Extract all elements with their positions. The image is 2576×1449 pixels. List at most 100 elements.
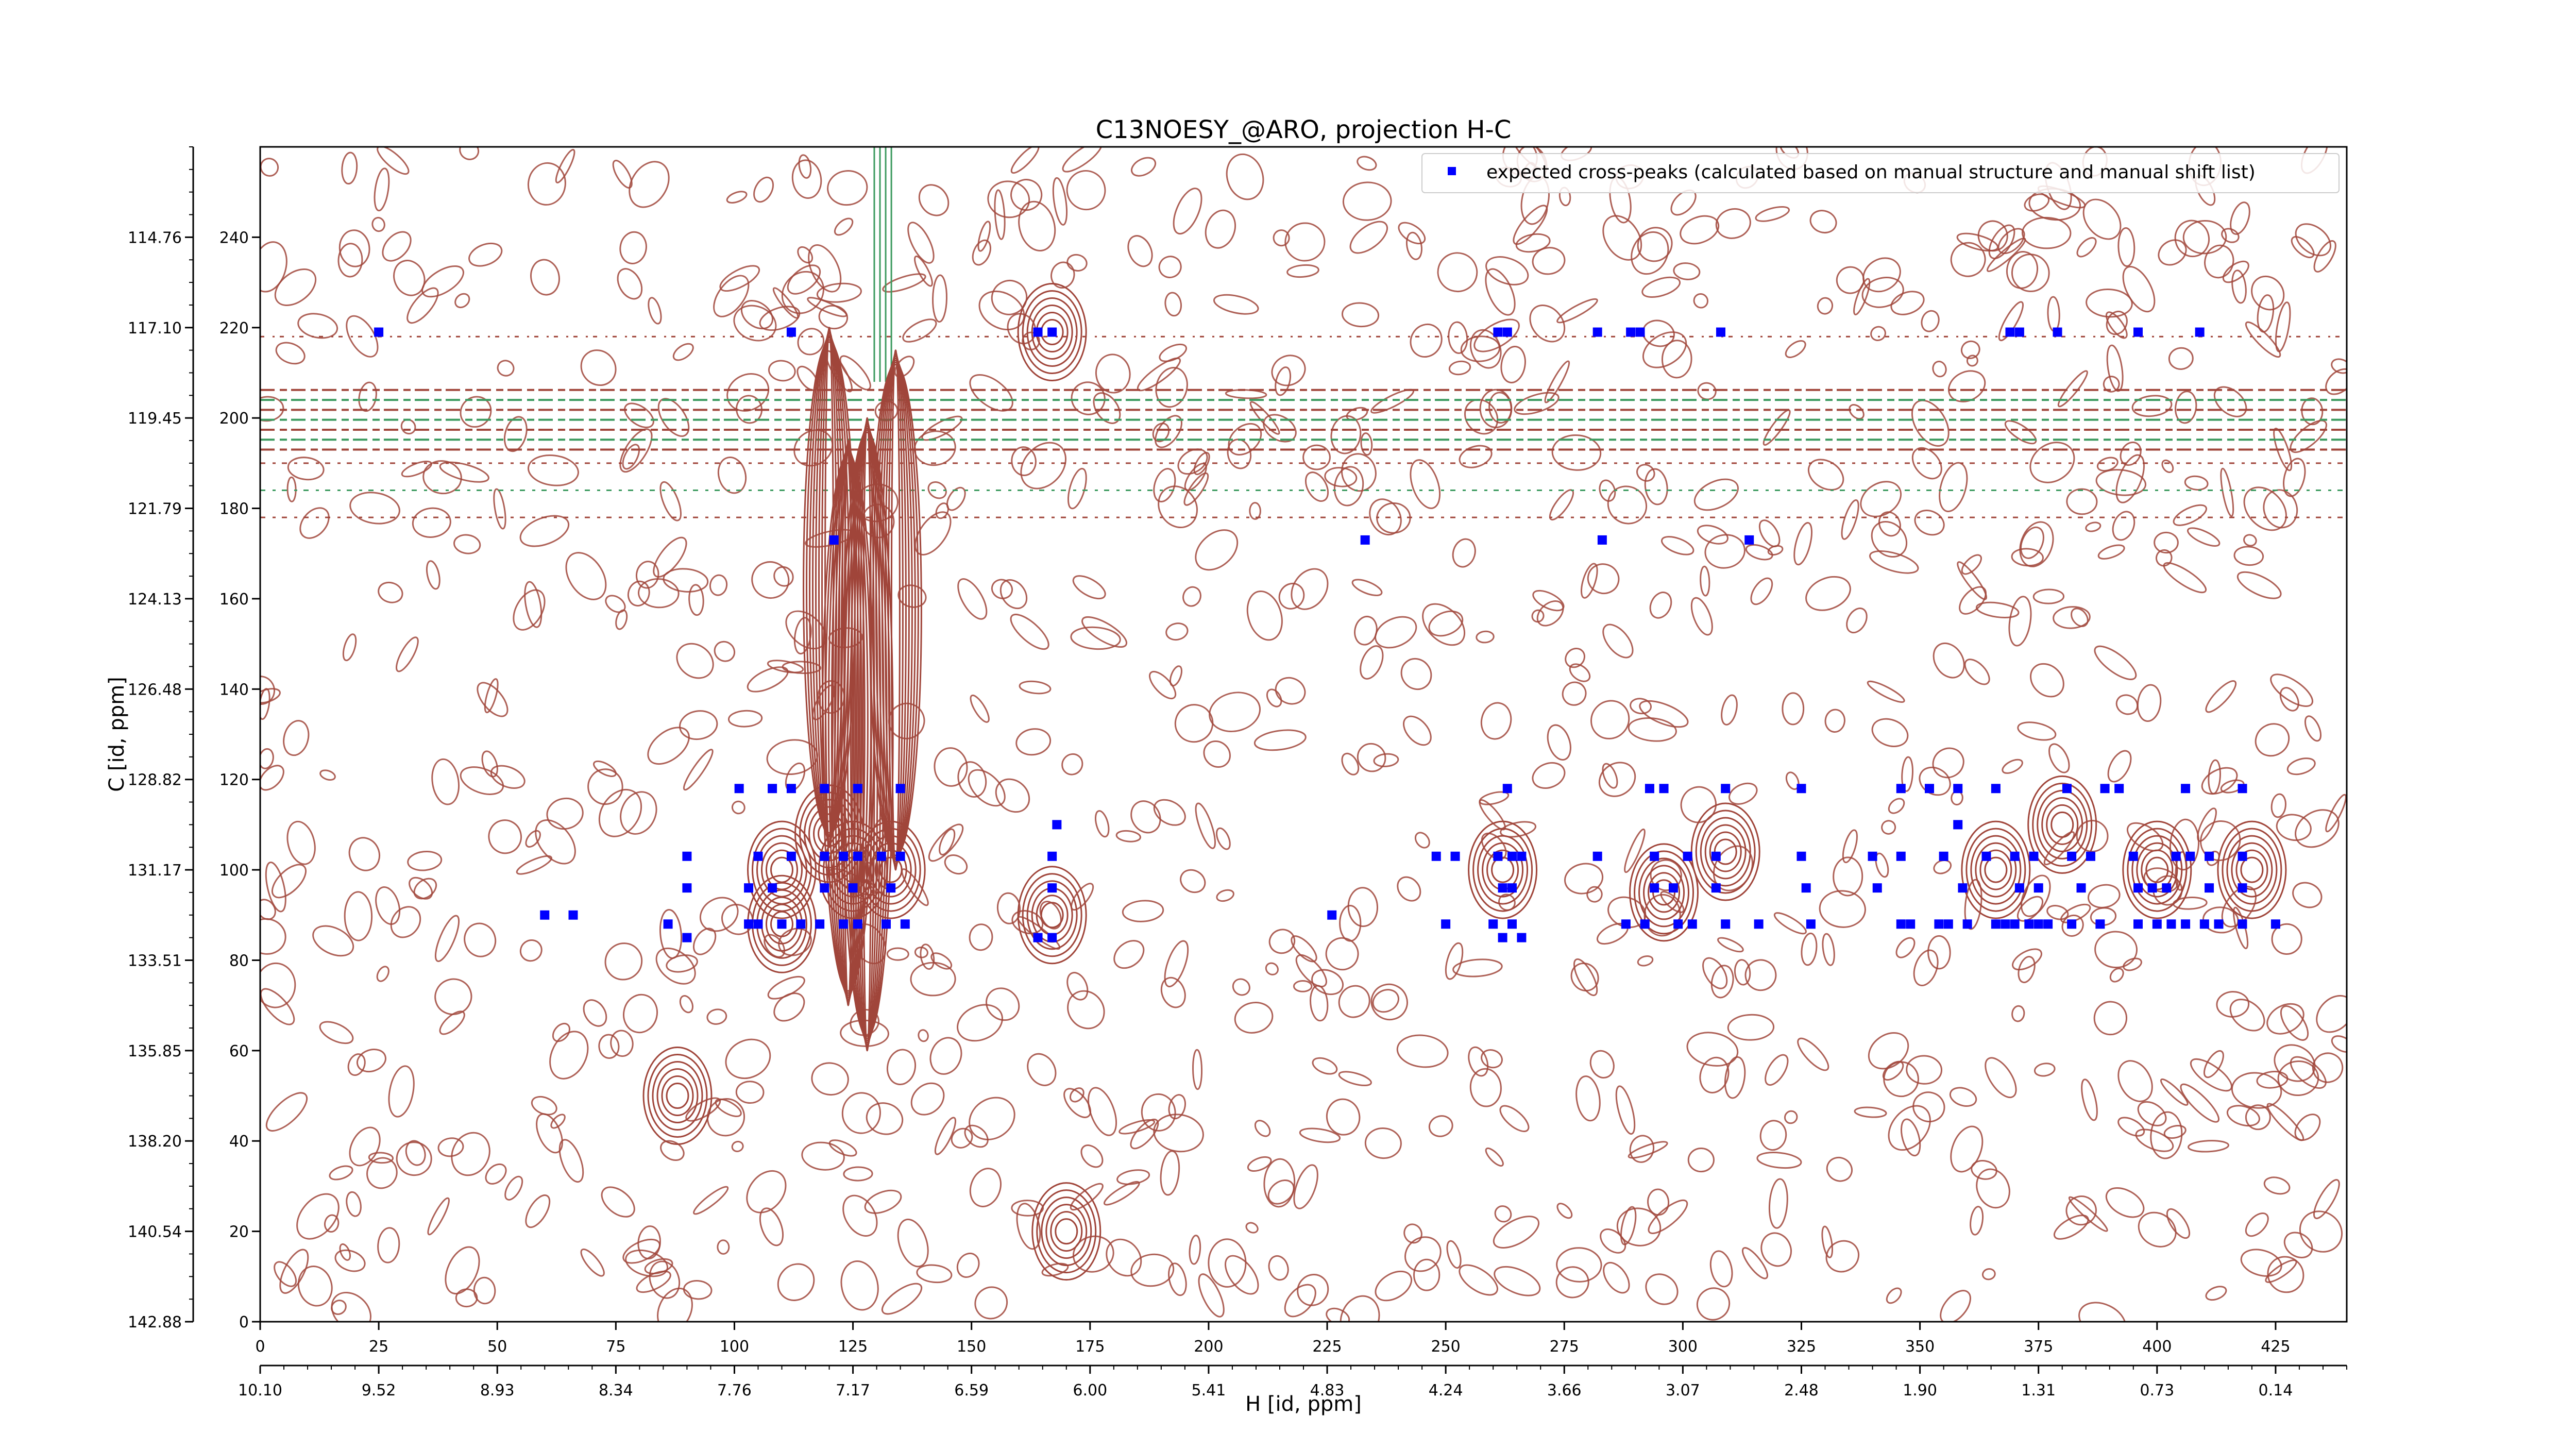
noise-contour <box>451 1132 490 1176</box>
noise-contour <box>1710 965 1734 999</box>
noise-contour <box>1871 718 1909 747</box>
noise-contour <box>341 151 358 185</box>
noise-contour <box>1556 1247 1602 1283</box>
noise-contour <box>1349 221 1388 254</box>
noise-contour <box>2230 201 2250 235</box>
noise-contour <box>1232 978 1250 996</box>
noise-contour <box>683 749 714 791</box>
noise-contour <box>1405 231 1422 260</box>
noise-contour <box>927 481 947 499</box>
cross-peak-point <box>2162 883 2172 893</box>
noise-contour <box>649 1260 681 1299</box>
noise-contour <box>1291 568 1329 610</box>
noise-contour <box>2117 1060 2153 1102</box>
peak-contour <box>2240 856 2264 883</box>
noise-contour <box>740 300 773 330</box>
noise-contour <box>1959 586 1987 615</box>
noise-contour <box>1192 1049 1203 1090</box>
noise-contour <box>1266 688 1282 707</box>
noise-contour <box>422 460 462 495</box>
noise-contour <box>1464 399 1499 435</box>
noise-contour <box>2163 1125 2187 1139</box>
y-ppm-tick-label: 114.76 <box>128 229 182 247</box>
peak-contour <box>1017 866 1087 965</box>
noise-contour <box>1422 603 1466 646</box>
noise-contour <box>1869 550 1919 574</box>
noise-contour <box>1011 446 1037 476</box>
noise-contour <box>1015 728 1052 756</box>
noise-contour <box>1687 1147 1715 1173</box>
cross-peak-point <box>1683 851 1692 861</box>
x-ppm-tick-label: 7.76 <box>717 1381 752 1400</box>
x-ppm-tick-label: 6.00 <box>1073 1381 1107 1400</box>
noise-contour <box>1168 1262 1187 1296</box>
noise-contour <box>1158 256 1182 278</box>
noise-contour <box>1886 1287 1902 1304</box>
noise-contour <box>377 1227 400 1263</box>
noise-contour <box>1562 681 1587 706</box>
x-ppm-tick-label: 4.24 <box>1429 1381 1463 1400</box>
noise-contour <box>930 952 953 970</box>
noise-contour <box>1286 264 1319 278</box>
peak-contour <box>2131 835 2183 905</box>
noise-contour <box>733 305 777 342</box>
noise-contour <box>1360 645 1384 680</box>
peak-contour <box>656 1068 699 1124</box>
noise-contour <box>375 886 401 925</box>
noise-contour <box>2158 239 2187 266</box>
noise-contour <box>1291 935 1317 963</box>
peak-contour <box>841 856 865 883</box>
cross-peak-point <box>682 851 692 861</box>
noise-contour <box>2292 882 2323 908</box>
cross-peak-point <box>2185 851 2195 861</box>
cross-peak-point <box>2033 919 2043 929</box>
cross-peak-point <box>1797 784 1806 794</box>
noise-contour <box>935 502 949 519</box>
y-tick-label: 200 <box>219 410 249 428</box>
noise-contour <box>2155 549 2173 567</box>
noise-contour <box>331 1300 347 1315</box>
x-ppm-tick-label: 2.48 <box>1784 1381 1819 1400</box>
ridge-contour <box>827 450 869 996</box>
noise-contour <box>759 306 801 331</box>
noise-contour <box>1153 799 1186 826</box>
noise-contour <box>2277 1060 2319 1097</box>
x-tick-label: 425 <box>2261 1338 2290 1356</box>
peak-contour <box>1979 849 2012 890</box>
noise-contour <box>1628 1141 1668 1159</box>
noise-contour <box>388 1065 415 1118</box>
noise-contour <box>1357 743 1386 772</box>
noise-contour <box>916 1264 953 1284</box>
noise-contour <box>1342 181 1392 221</box>
noise-contour <box>1630 698 1652 715</box>
y-axis: 0 20 40 60 80 100 120 140 160 180 200 220 240 <box>219 229 260 1332</box>
cross-peak-point <box>1711 883 1721 893</box>
noise-contour <box>2276 814 2312 841</box>
noise-contour <box>706 1098 745 1137</box>
noise-contour <box>842 1194 878 1237</box>
noise-contour <box>764 934 786 958</box>
noise-contour <box>1639 700 1689 728</box>
cross-peak-point <box>1047 933 1057 942</box>
noise-contour <box>346 315 379 358</box>
noise-contour <box>2060 903 2091 923</box>
cross-peak-point <box>768 784 777 794</box>
noise-contour <box>2216 991 2250 1018</box>
cross-peak-point <box>2062 784 2072 794</box>
y-ppm-tick-label: 126.48 <box>128 681 182 699</box>
noise-contour <box>2078 1302 2127 1322</box>
cross-peak-point <box>568 910 578 920</box>
x-ppm-tick-label: 9.52 <box>362 1381 396 1400</box>
noise-contour <box>2046 905 2069 920</box>
noise-contour <box>1888 798 1905 814</box>
cross-peak-point <box>2152 919 2162 929</box>
noise-contour <box>797 328 825 356</box>
noise-contour <box>1070 626 1121 650</box>
noise-contour <box>1339 904 1362 942</box>
noise-contour <box>1061 753 1083 776</box>
cross-peak-point <box>1939 851 1948 861</box>
noise-contour <box>1841 499 1859 540</box>
noise-contour <box>2109 967 2124 983</box>
cross-peak-point <box>1033 933 1043 942</box>
noise-contour <box>1644 468 1668 506</box>
